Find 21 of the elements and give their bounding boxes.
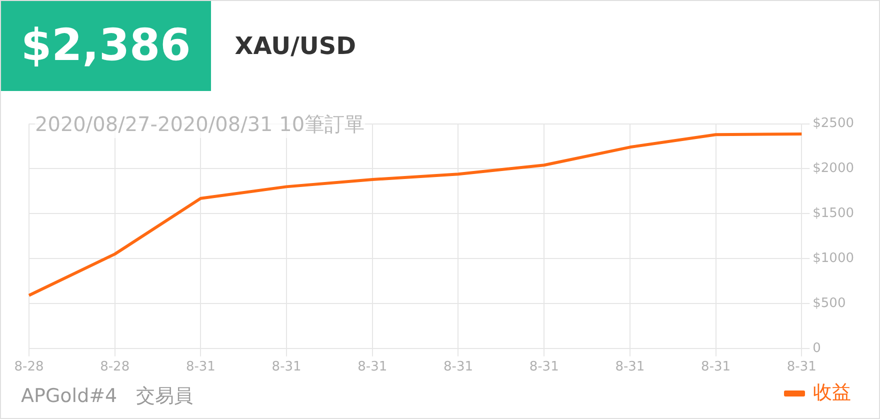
x-tick-label: 8-31 [701, 360, 731, 375]
x-tick-label: 8-28 [14, 360, 44, 375]
x-tick-label: 8-31 [358, 360, 388, 375]
text: APGold#4 交易員 [21, 384, 194, 409]
y-tick-label: 0 [812, 340, 821, 356]
chart-subtitle: 2020/08/27-2020/08/31 10筆訂單 [35, 111, 365, 138]
x-tick-label: 8-31 [615, 360, 645, 375]
x-tick-label: 8-31 [186, 360, 216, 375]
x-tick-label: 8-31 [786, 360, 816, 375]
chart-title: XAU/USD [234, 32, 356, 60]
y-tick-label: $500 [812, 296, 846, 311]
text: $2,386 [1, 1, 211, 91]
y-tick-label: $1500 [812, 206, 854, 222]
x-tick-label: 8-31 [272, 360, 302, 375]
y-tick-label: $1000 [812, 250, 854, 266]
x-tick-label: 8-28 [100, 360, 130, 375]
x-tick-label: 8-31 [529, 360, 559, 375]
x-tick-label: 8-31 [443, 360, 474, 375]
y-tick-label: $2000 [812, 161, 854, 176]
legend-label: 收益 [813, 381, 851, 404]
y-tick-label: $2500 [812, 116, 854, 132]
